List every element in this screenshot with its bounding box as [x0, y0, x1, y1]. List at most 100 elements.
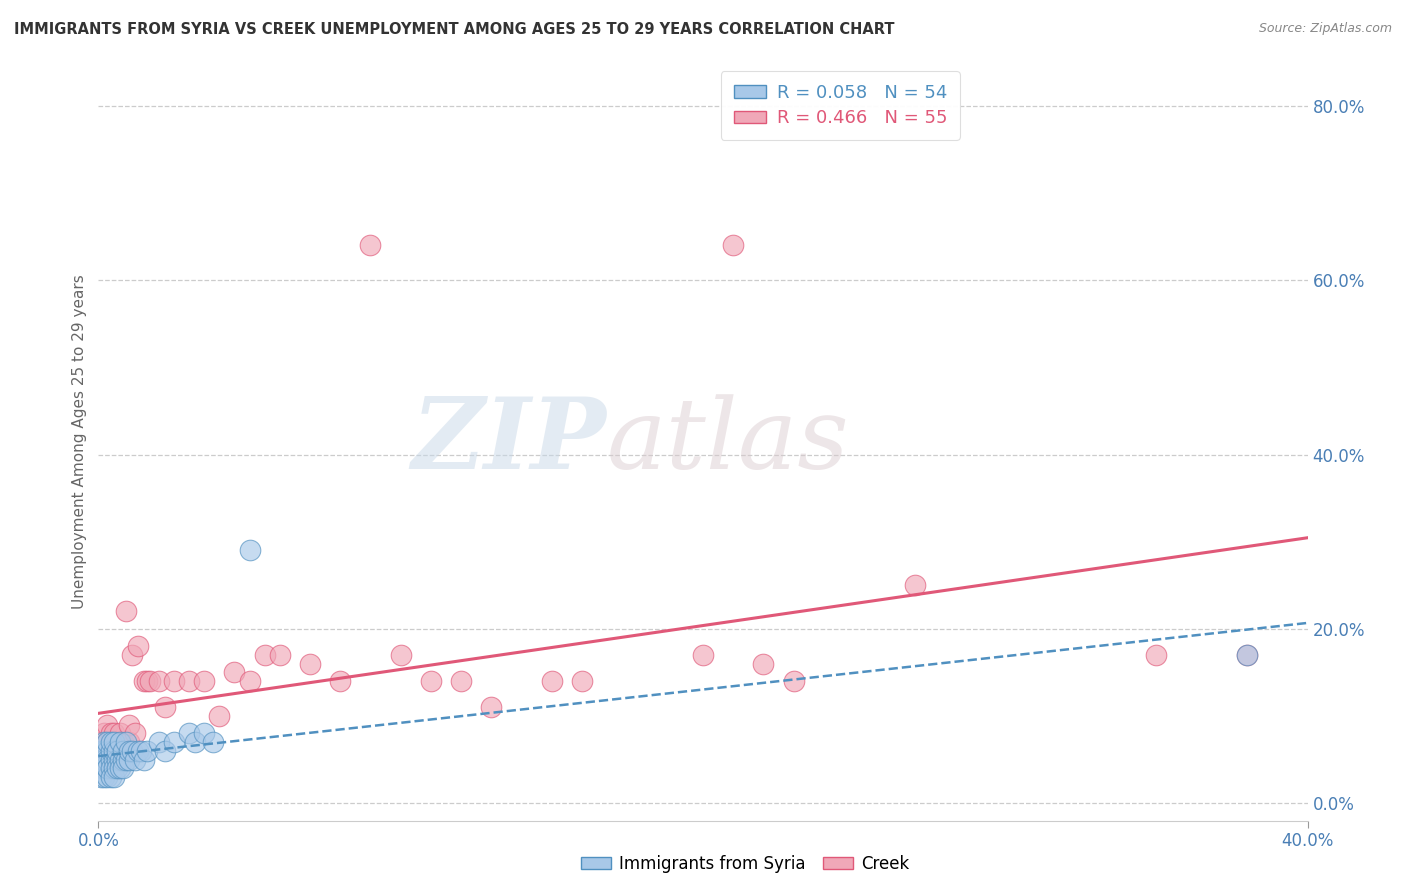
Point — [269, 648, 291, 662]
Point — [103, 761, 125, 775]
Point — [111, 735, 134, 749]
Point — [96, 761, 118, 775]
Point — [108, 735, 131, 749]
Point — [90, 753, 112, 767]
Point — [103, 744, 125, 758]
Point — [193, 674, 215, 689]
Point — [111, 761, 134, 775]
Point — [127, 640, 149, 654]
Point — [752, 657, 775, 671]
Point — [1236, 648, 1258, 662]
Point — [105, 761, 128, 775]
Point — [93, 744, 115, 758]
Point — [96, 761, 118, 775]
Point — [100, 726, 122, 740]
Point — [121, 648, 143, 662]
Point — [124, 753, 146, 767]
Point — [93, 761, 115, 775]
Point — [127, 744, 149, 758]
Point — [132, 753, 155, 767]
Point — [108, 761, 131, 775]
Point — [93, 744, 115, 758]
Point — [108, 726, 131, 740]
Point — [90, 735, 112, 749]
Point — [96, 735, 118, 749]
Point — [96, 718, 118, 732]
Point — [96, 735, 118, 749]
Point — [93, 753, 115, 767]
Point — [783, 674, 806, 689]
Point — [132, 674, 155, 689]
Point — [1236, 648, 1258, 662]
Point — [239, 543, 262, 558]
Point — [93, 735, 115, 749]
Point — [90, 753, 112, 767]
Point — [193, 726, 215, 740]
Point — [105, 744, 128, 758]
Point — [450, 674, 472, 689]
Point — [105, 753, 128, 767]
Point — [93, 761, 115, 775]
Point — [103, 753, 125, 767]
Point — [114, 605, 136, 619]
Point — [108, 744, 131, 758]
Point — [100, 735, 122, 749]
Point — [105, 744, 128, 758]
Point — [571, 674, 593, 689]
Point — [103, 753, 125, 767]
Point — [299, 657, 322, 671]
Point — [224, 665, 246, 680]
Point — [100, 753, 122, 767]
Point — [93, 753, 115, 767]
Point — [93, 726, 115, 740]
Point — [96, 753, 118, 767]
Point — [904, 578, 927, 592]
Point — [118, 735, 141, 749]
Point — [103, 744, 125, 758]
Point — [103, 735, 125, 749]
Legend: R = 0.058   N = 54, R = 0.466   N = 55: R = 0.058 N = 54, R = 0.466 N = 55 — [721, 71, 960, 140]
Point — [121, 744, 143, 758]
Point — [105, 735, 128, 749]
Point — [103, 770, 125, 784]
Point — [184, 735, 207, 749]
Point — [89, 761, 111, 775]
Text: atlas: atlas — [606, 394, 849, 489]
Point — [139, 674, 162, 689]
Point — [96, 753, 118, 767]
Point — [114, 735, 136, 749]
Point — [208, 709, 231, 723]
Point — [692, 648, 714, 662]
Point — [1144, 648, 1167, 662]
Y-axis label: Unemployment Among Ages 25 to 29 years: Unemployment Among Ages 25 to 29 years — [72, 274, 87, 609]
Point — [111, 753, 134, 767]
Point — [100, 761, 122, 775]
Point — [118, 753, 141, 767]
Point — [90, 770, 112, 784]
Point — [114, 753, 136, 767]
Point — [148, 674, 170, 689]
Point — [163, 674, 186, 689]
Point — [111, 744, 134, 758]
Point — [100, 744, 122, 758]
Point — [329, 674, 352, 689]
Point — [253, 648, 276, 662]
Point — [96, 744, 118, 758]
Point — [148, 735, 170, 749]
Point — [360, 238, 382, 252]
Point — [420, 674, 443, 689]
Point — [96, 770, 118, 784]
Point — [153, 700, 176, 714]
Point — [153, 744, 176, 758]
Point — [163, 735, 186, 749]
Point — [100, 770, 122, 784]
Point — [108, 753, 131, 767]
Legend: Immigrants from Syria, Creek: Immigrants from Syria, Creek — [575, 848, 915, 880]
Point — [202, 735, 225, 749]
Text: IMMIGRANTS FROM SYRIA VS CREEK UNEMPLOYMENT AMONG AGES 25 TO 29 YEARS CORRELATIO: IMMIGRANTS FROM SYRIA VS CREEK UNEMPLOYM… — [14, 22, 894, 37]
Point — [723, 238, 745, 252]
Point — [389, 648, 412, 662]
Point — [90, 744, 112, 758]
Point — [540, 674, 562, 689]
Point — [100, 735, 122, 749]
